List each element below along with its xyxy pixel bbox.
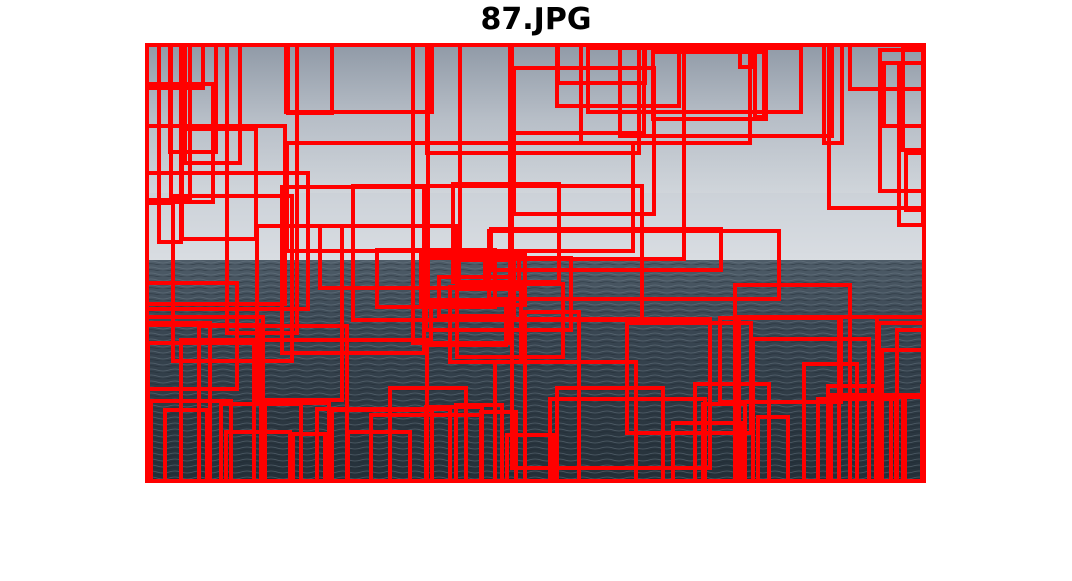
bounding-box xyxy=(756,415,790,483)
bounding-box xyxy=(579,43,752,145)
bounding-box xyxy=(149,399,233,483)
bounding-box xyxy=(263,401,331,483)
bounding-box xyxy=(346,430,412,483)
bounding-box xyxy=(180,127,258,241)
bounding-box xyxy=(802,362,859,483)
bounding-box xyxy=(586,46,803,114)
bounding-box xyxy=(505,433,556,483)
bounding-box xyxy=(145,43,205,90)
bounding-box xyxy=(437,275,516,318)
bounding-box xyxy=(388,386,468,483)
bounding-box xyxy=(837,315,926,483)
bounding-box xyxy=(168,43,218,154)
bounding-box xyxy=(753,43,766,119)
bounding-box xyxy=(171,194,294,363)
bounding-box xyxy=(197,324,349,483)
bounding-box xyxy=(693,382,771,483)
bounding-box xyxy=(291,432,327,483)
bounding-box xyxy=(826,384,878,483)
figure-title: 87.JPG xyxy=(480,2,592,37)
bounding-box xyxy=(555,386,665,483)
bounding-box xyxy=(145,281,239,391)
bounding-box xyxy=(618,43,834,138)
bounding-box xyxy=(163,408,209,483)
bounding-box xyxy=(487,229,781,301)
bounding-box xyxy=(457,258,516,291)
bounding-box xyxy=(877,321,926,483)
bounding-box xyxy=(429,298,508,347)
bounding-box xyxy=(751,337,871,483)
bounding-box xyxy=(145,43,926,483)
detection-boxes xyxy=(145,43,926,483)
bounding-box xyxy=(219,402,303,483)
bounding-box xyxy=(224,430,292,483)
bounding-box xyxy=(479,410,518,483)
bounding-box xyxy=(848,43,926,91)
bounding-box xyxy=(284,43,434,114)
bounding-box xyxy=(822,43,844,145)
bounding-box xyxy=(510,317,712,470)
bounding-box xyxy=(454,403,504,483)
bounding-box xyxy=(255,224,344,402)
photo-with-boxes xyxy=(145,43,926,483)
image-panel xyxy=(145,43,926,483)
bounding-box xyxy=(738,43,753,69)
bounding-box xyxy=(330,408,434,483)
bounding-box xyxy=(493,360,638,483)
bounding-box xyxy=(145,82,215,204)
